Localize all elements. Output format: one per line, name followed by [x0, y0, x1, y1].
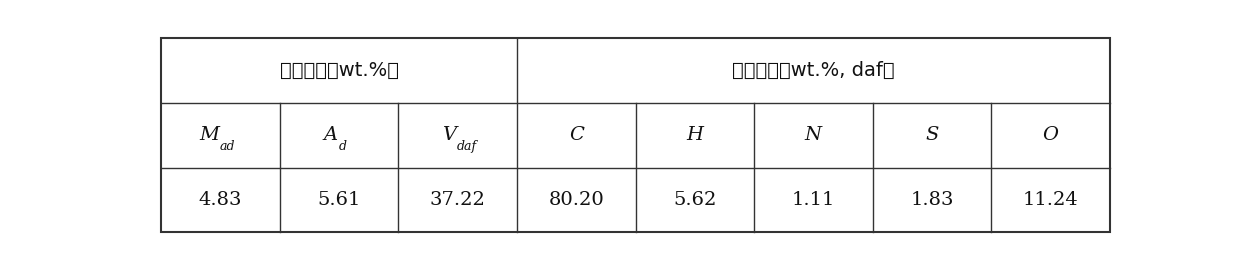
Text: S: S: [925, 126, 939, 144]
Text: H: H: [686, 126, 703, 144]
Text: 37.22: 37.22: [430, 191, 486, 209]
Text: M: M: [198, 126, 219, 144]
Text: 11.24: 11.24: [1023, 191, 1079, 209]
Text: V: V: [441, 126, 456, 144]
Text: 元素分析（wt.%, daf）: 元素分析（wt.%, daf）: [732, 61, 895, 80]
Text: 5.62: 5.62: [673, 191, 717, 209]
Text: ad: ad: [219, 140, 236, 154]
Text: 1.11: 1.11: [791, 191, 835, 209]
Text: d: d: [339, 140, 346, 154]
Text: O: O: [1043, 126, 1059, 144]
Text: 工业分析（wt.%）: 工业分析（wt.%）: [279, 61, 398, 80]
Text: C: C: [569, 126, 584, 144]
Text: 1.83: 1.83: [910, 191, 954, 209]
Text: N: N: [805, 126, 822, 144]
Text: 5.61: 5.61: [317, 191, 361, 209]
Text: daf: daf: [456, 140, 477, 154]
Text: 80.20: 80.20: [548, 191, 604, 209]
Text: A: A: [324, 126, 337, 144]
Text: 4.83: 4.83: [198, 191, 242, 209]
